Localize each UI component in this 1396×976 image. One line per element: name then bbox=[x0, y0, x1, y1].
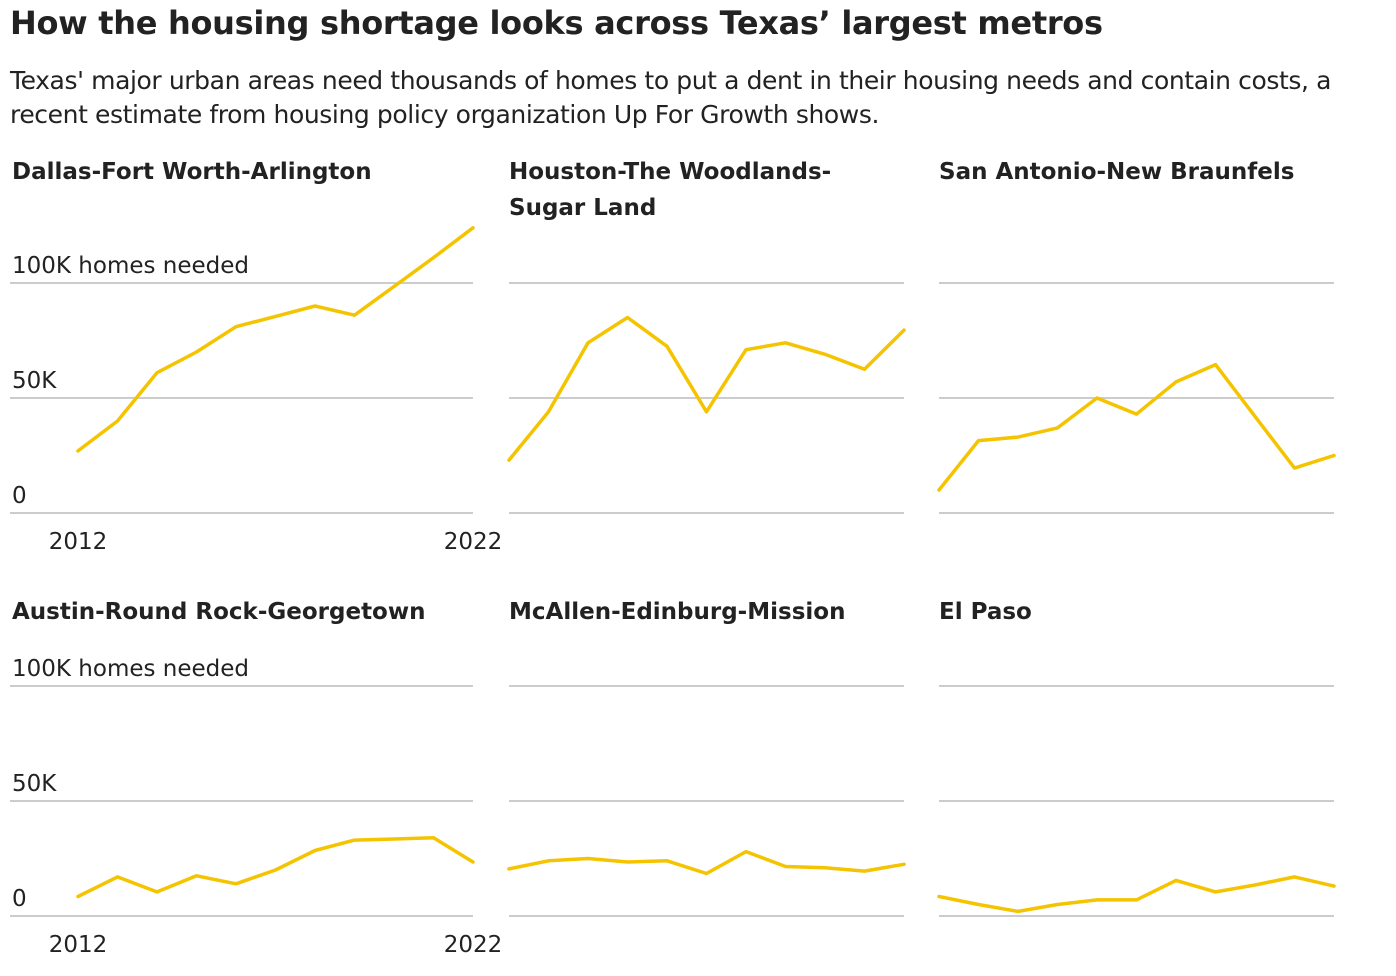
panel-title-mcallen-edinburg-mission: McAllen-Edinburg-Mission bbox=[509, 599, 845, 625]
chart-title: How the housing shortage looks across Te… bbox=[10, 4, 1103, 42]
panel-houston-the-woodlands-sugar-land: Houston-The Woodlands-Sugar Land bbox=[507, 159, 906, 514]
panel-title-dallas-fort-worth-arlington: Dallas-Fort Worth-Arlington bbox=[12, 159, 372, 185]
y-tick-label: 100K homes needed bbox=[12, 253, 249, 279]
y-tick-label: 0 bbox=[12, 886, 27, 912]
panel-austin-round-rock-georgetown: Austin-Round Rock-Georgetown 0 50K 100K hom… bbox=[10, 599, 502, 958]
x-tick-label: 2012 bbox=[49, 529, 108, 555]
panel-title-houston-the-woodlands-sugar-land: Houston-The Woodlands-Sugar Land bbox=[509, 159, 831, 221]
panel-dallas-fort-worth-arlington: Dallas-Fort Worth-Arlington 0 50K 100K home… bbox=[10, 159, 502, 555]
x-tick-label: 2012 bbox=[49, 932, 108, 958]
panel-mcallen-edinburg-mission: McAllen-Edinburg-Mission bbox=[507, 599, 906, 917]
panel-el-paso: El Paso bbox=[937, 599, 1336, 917]
series-line-houston-the-woodlands-sugar-land bbox=[507, 315, 906, 462]
y-tick-label: 0 bbox=[12, 483, 27, 509]
y-tick-label: 100K homes needed bbox=[12, 656, 249, 682]
panel-title-san-antonio-new-braunfels: San Antonio-New Braunfels bbox=[939, 159, 1294, 185]
y-tick-label: 50K bbox=[12, 771, 57, 797]
series-line-dallas-fort-worth-arlington bbox=[76, 226, 475, 453]
series-line-mcallen-edinburg-mission bbox=[507, 849, 906, 876]
x-tick-label: 2022 bbox=[444, 932, 503, 958]
series-line-el-paso bbox=[937, 875, 1336, 914]
chart-subtitle: Texas' major urban areas need thousands … bbox=[10, 66, 1332, 129]
x-tick-label: 2022 bbox=[444, 529, 503, 555]
y-tick-label: 50K bbox=[12, 368, 57, 394]
series-line-austin-round-rock-georgetown bbox=[76, 836, 475, 899]
panel-san-antonio-new-braunfels: San Antonio-New Braunfels bbox=[937, 159, 1336, 514]
panel-title-el-paso: El Paso bbox=[939, 599, 1032, 625]
panel-title-austin-round-rock-georgetown: Austin-Round Rock-Georgetown bbox=[12, 599, 425, 625]
series-line-san-antonio-new-braunfels bbox=[937, 362, 1336, 492]
